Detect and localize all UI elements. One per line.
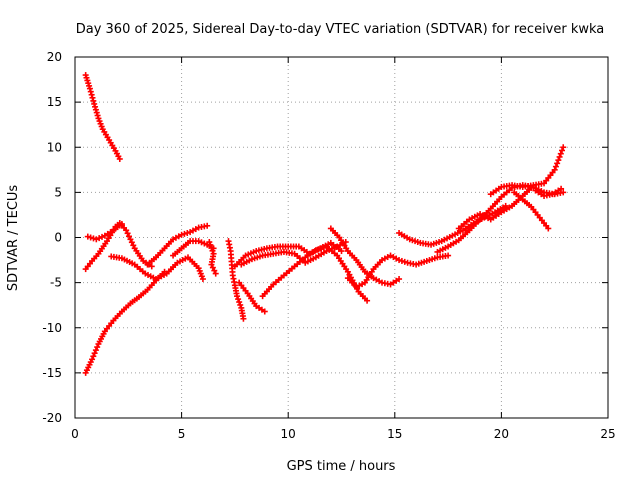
- series-arc-scatter-2: [225, 238, 247, 322]
- y-tick-label: 20: [47, 50, 62, 64]
- series-arc-low: [82, 268, 168, 376]
- x-tick-label: 15: [387, 427, 402, 441]
- data-series: [82, 72, 567, 376]
- series-line: [85, 222, 153, 270]
- x-tick-label: 5: [178, 427, 186, 441]
- x-tick-label: 10: [281, 427, 296, 441]
- x-tick-labels: 0 5 10 15 20 25: [71, 427, 615, 441]
- y-tick-label: 0: [54, 231, 62, 245]
- y-tick-label: 5: [54, 185, 62, 199]
- y-tick-labels: 20 15 10 5 0 -5 -10 -15 -20: [42, 50, 62, 425]
- chart-title: Day 360 of 2025, Sidereal Day-to-day VTE…: [76, 22, 605, 37]
- series-arc-evening-3: [532, 185, 565, 199]
- series-arc-scatter-1: [206, 239, 219, 277]
- series-arc-evening-1: [487, 144, 567, 198]
- series-arc-high: [82, 72, 123, 162]
- y-tick-label: -10: [42, 321, 62, 335]
- series-arc-midday-4: [238, 239, 349, 268]
- x-axis-label: GPS time / hours: [287, 459, 396, 474]
- series-arc-midday-6: [344, 252, 452, 291]
- series-arc-early-2: [84, 220, 125, 243]
- series-arc-midday-5: [327, 225, 403, 288]
- x-tick-label: 0: [71, 427, 79, 441]
- series-arc-evening-2: [511, 189, 552, 232]
- x-tick-label: 25: [600, 427, 615, 441]
- y-tick-label: 10: [47, 140, 62, 154]
- y-tick-label: 15: [47, 95, 62, 109]
- series-arc-afternoon-1: [396, 202, 509, 248]
- series-line: [85, 271, 166, 374]
- y-tick-label: -15: [42, 366, 62, 380]
- series-arc-morning-2: [108, 253, 206, 283]
- x-tick-label: 20: [494, 427, 509, 441]
- axis-ticks: [74, 56, 609, 419]
- series-arc-midday-1: [231, 239, 345, 270]
- y-tick-label: -20: [42, 411, 62, 425]
- series-arc-morning-1: [144, 222, 211, 268]
- y-tick-label: -5: [50, 276, 62, 290]
- y-axis-label: SDTVAR / TECUs: [6, 185, 21, 292]
- grid: [75, 57, 608, 418]
- series-arc-midday-2: [236, 279, 268, 315]
